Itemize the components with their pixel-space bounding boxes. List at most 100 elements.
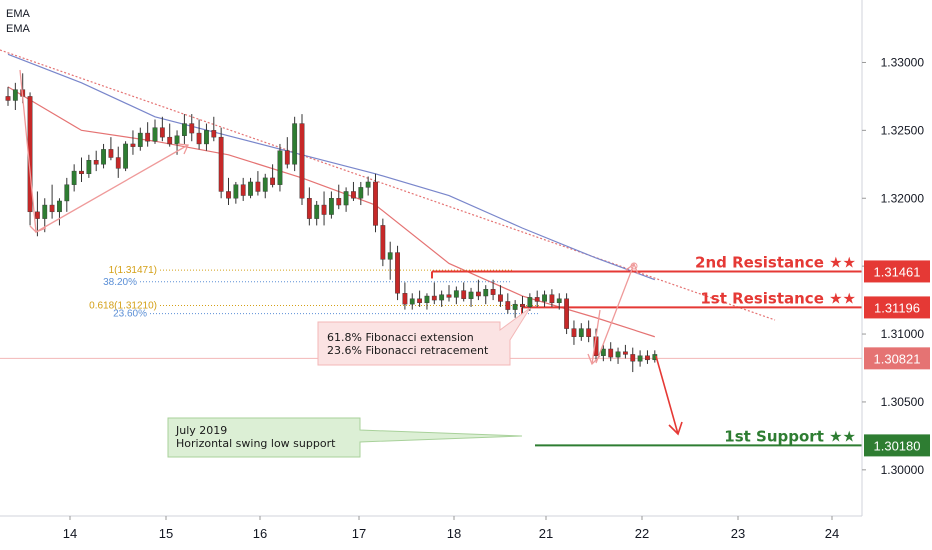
legend-ema-1[interactable]: EMA (6, 8, 30, 20)
candle-body (299, 123, 305, 199)
candle-body (79, 170, 84, 175)
price-tick-label: 1.30000 (881, 463, 925, 477)
candle-body (123, 143, 129, 169)
time-tick-label: 22 (635, 526, 649, 541)
candle-body (145, 132, 151, 142)
candle-body (498, 294, 503, 302)
candle-body (439, 294, 445, 301)
candle-body (152, 127, 158, 142)
candle-body (248, 181, 253, 196)
fib-label-2: 38.20% (103, 277, 137, 288)
candle-body (490, 289, 496, 295)
candle-body (476, 291, 481, 297)
level-label-1: 2nd Resistance ★★ (695, 253, 856, 271)
candle-body (365, 181, 371, 188)
candle-body (262, 177, 268, 192)
candle-body (108, 149, 114, 158)
candle-body (637, 355, 643, 362)
candle-body (549, 294, 555, 304)
price-tag-label-3: 1.30821 (874, 351, 921, 366)
time-tick-label: 24 (825, 526, 839, 541)
projection-arrowhead (668, 421, 683, 436)
candle-body (556, 298, 562, 304)
candle-body (431, 295, 437, 301)
price-tag-2 (864, 296, 930, 319)
extension-down-line (591, 309, 601, 365)
indicator-legend: EMA EMA (6, 7, 30, 37)
candle-body (409, 298, 415, 305)
trendline (0, 49, 776, 321)
candle-body (321, 204, 327, 215)
candle-body (137, 132, 143, 147)
candle-body (306, 198, 312, 219)
candle-body (483, 289, 489, 297)
candle-body (417, 298, 422, 304)
fib-label-3: 0.618(1.31210) (89, 301, 157, 312)
time-tick-label: 16 (253, 526, 267, 541)
legend-ema-2[interactable]: EMA (6, 23, 30, 35)
candle-body (402, 293, 408, 305)
candle-body (351, 191, 356, 199)
candle-body (424, 295, 430, 304)
candle-body (35, 211, 40, 219)
candle-body (468, 291, 474, 299)
candle-body (329, 198, 334, 215)
candle-body (373, 181, 378, 226)
fib-label-4: 23.60% (113, 309, 147, 320)
candle-body (5, 96, 11, 101)
candle-body (461, 290, 467, 299)
swing-arrowhead-low (29, 225, 47, 233)
time-tick-label: 18 (447, 526, 461, 541)
candle-body (314, 204, 320, 219)
candle-body (174, 135, 180, 145)
candle-body (284, 150, 290, 165)
candle-body (380, 225, 386, 260)
candle-body (292, 123, 298, 165)
candle-body (233, 184, 239, 199)
candle-body (204, 130, 209, 145)
candle-body (564, 298, 570, 329)
price-tag-4 (864, 434, 930, 457)
candle-body (586, 328, 592, 337)
candle-body (115, 157, 121, 169)
candle-body (358, 187, 364, 199)
swing-arrowhead-high (177, 143, 189, 155)
price-tick-label: 1.30500 (881, 395, 925, 409)
candle-body (42, 204, 48, 219)
extension-up-line (595, 263, 635, 364)
candle-body (277, 150, 283, 185)
candles-group (5, 73, 658, 373)
price-tag-label-1: 1.31461 (874, 264, 921, 279)
candle-body (49, 204, 55, 213)
candle-body (623, 351, 628, 355)
candle-body (270, 177, 275, 185)
candle-body (387, 252, 393, 260)
candle-body (86, 160, 92, 175)
candle-body (630, 354, 636, 362)
resistance-touch-marker (630, 262, 638, 270)
time-tick-label: 23 (731, 526, 745, 541)
time-tick-label: 21 (539, 526, 553, 541)
callout-swing-low-line-2: Horizontal swing low support (176, 437, 336, 450)
callout-swing-low-box (167, 417, 523, 458)
candle-body (71, 170, 77, 185)
price-tick-label: 1.32000 (881, 191, 925, 205)
candle-body (57, 200, 62, 213)
extension-down-arrowhead (587, 353, 601, 366)
callout-fibonacci-line-2: 23.6% Fibonacci retracement (327, 344, 489, 357)
level-label-2: 1st Resistance ★★ (700, 289, 856, 307)
callout-fibonacci-box (317, 307, 531, 366)
candle-body (93, 160, 99, 165)
candle-body (101, 149, 106, 165)
candle-body (520, 303, 525, 308)
candle-body (505, 301, 511, 310)
candle-body (130, 143, 136, 147)
candle-body (12, 89, 18, 101)
candle-body (645, 355, 650, 361)
candle-body (196, 132, 202, 145)
projection-arrow-line (655, 355, 679, 435)
extension-up-arrowhead (625, 262, 639, 275)
candle-body (608, 348, 614, 358)
